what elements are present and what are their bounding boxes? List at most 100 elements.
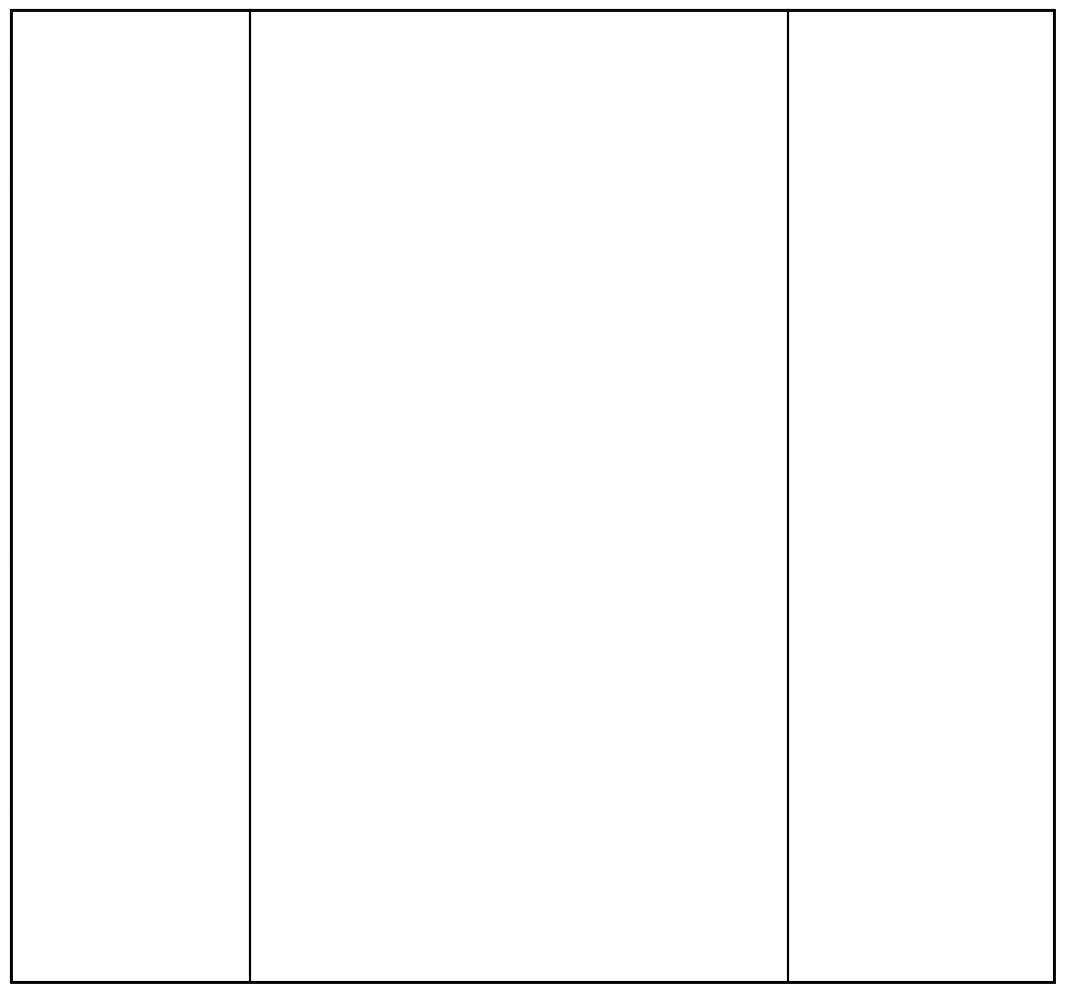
Text: BERRIASIAN: BERRIASIAN [133,408,195,418]
Text: OXFORDIAN: OXFORDIAN [132,482,196,492]
Polygon shape [788,870,895,982]
Text: NORIAN: NORIAN [143,772,185,781]
Text: EURYDICE: EURYDICE [789,635,840,645]
Text: NEOG.: NEOG. [59,47,66,72]
Text: TURONIAN: TURONIAN [137,240,191,250]
Bar [11,10,250,64]
Circle shape [496,265,508,276]
Text: PLIOCENE: PLIOCENE [138,44,190,54]
Text: Naskapi Mbr: Naskapi Mbr [838,249,887,257]
Text: esperanto beds: esperanto beds [863,50,933,60]
Text: oil pool: oil pool [545,694,581,704]
Circle shape [495,194,510,208]
Text: KIMMERIDGIAN: KIMMERIDGIAN [121,456,207,466]
Text: *: * [807,421,812,431]
Bar [11,64,250,982]
Text: CALLOVIAN: CALLOVIAN [133,509,195,519]
Text: Petrei Mbr: Petrei Mbr [838,213,887,223]
Text: ?: ? [1009,494,1015,505]
Text: BAJOCIAN: BAJOCIAN [137,565,191,575]
Text: M: M [59,537,70,549]
Circle shape [518,198,529,209]
Text: AALENIAN: AALENIAN [144,588,184,597]
Circle shape [453,692,468,706]
Text: *: * [802,348,806,358]
Text: FM: FM [802,438,817,446]
Text: MOHAWK FM: MOHAWK FM [793,417,798,456]
Text: CAMPANIAN: CAMPANIAN [134,193,194,203]
Text: JURASSIC: JURASSIC [23,650,38,721]
Text: MAASTRICHTIAN: MAASTRICHTIAN [122,179,206,188]
Text: manhasset beds: manhasset beds [863,89,936,99]
Text: *: * [802,334,806,344]
Text: E: E [61,654,68,666]
Circle shape [486,281,497,292]
Bar [11,10,250,982]
Text: MAC: MAC [798,431,821,438]
Text: VERRILL CANYON FM: VERRILL CANYON FM [1037,307,1046,396]
Text: SCOTIAN BASIN: SCOTIAN BASIN [850,25,993,40]
Text: DAWSON CANYON: DAWSON CANYON [863,197,980,209]
Text: PALEOGENE: PALEOGENE [60,113,67,163]
Text: 'O' Mkr: 'O' Mkr [838,332,866,340]
Text: CONIACIAN: CONIACIAN [135,223,193,233]
Text: LOGAN: LOGAN [815,240,849,248]
Polygon shape [250,48,788,99]
Text: L: L [61,221,68,233]
Text: TERTIARY: TERTIARY [23,61,38,133]
Circle shape [454,713,465,724]
Bar [788,10,1054,982]
Text: E: E [61,345,68,357]
Text: Sabre Mbr: Sabre Mbr [842,239,883,247]
Text: MIC: MIC [800,423,819,431]
Text: BATHONIAN: BATHONIAN [132,537,196,547]
Text: land: land [1013,249,1028,257]
Text: SANTONIAN: SANTONIAN [134,208,194,218]
Text: SINEMURIAN: SINEMURIAN [128,679,200,687]
Text: CANYON: CANYON [815,247,856,255]
Text: ALBIAN: ALBIAN [144,287,184,297]
Text: SCYTHIAN: SCYTHIAN [136,958,192,968]
Text: E: E [61,957,68,969]
Text: HETTANGIAN: HETTANGIAN [128,712,200,721]
Text: FM: FM [807,647,822,657]
Text: L: L [61,455,68,467]
Text: BANQUEREAU: BANQUEREAU [801,64,809,130]
Text: CENOMANIAN: CENOMANIAN [129,261,199,271]
Bar [788,64,1054,982]
Text: *: * [801,244,807,254]
Text: TITHONIAN: TITHONIAN [135,432,193,441]
Circle shape [463,261,478,275]
Text: Sh.: Sh. [1015,255,1026,263]
Text: TOARCIAN: TOARCIAN [136,612,192,621]
Text: WYANDOT FM: WYANDOT FM [879,193,964,203]
Bar [250,10,788,982]
Text: ?: ? [917,926,925,939]
Text: MIOCENE: MIOCENE [138,74,190,84]
Text: CRETACEOUS: CRETACEOUS [23,320,38,424]
Text: ARGO FM: ARGO FM [836,610,889,620]
Text: Misaine Mbr: Misaine Mbr [836,437,885,445]
Text: L: L [61,794,68,806]
Text: MISSISAUGA FM: MISSISAUGA FM [871,356,971,366]
Text: Scatarie Mbr: Scatarie Mbr [835,445,886,453]
Circle shape [539,456,551,467]
Text: Mbr.: Mbr. [840,428,859,435]
Text: EOCENE: EOCENE [142,133,186,143]
Text: * maskonomat beds: * maskonomat beds [815,183,898,190]
Text: PENOBSCOT: PENOBSCOT [487,74,552,84]
Text: FM: FM [816,98,824,116]
Polygon shape [980,850,1054,982]
Circle shape [518,332,529,343]
Text: PALEOCENE: PALEOCENE [132,159,196,169]
Bar [250,10,788,64]
Text: ABENAK FM: ABENAK FM [826,419,831,454]
Text: OLIGOCENE: OLIGOCENE [132,107,196,117]
Text: NW: NW [261,72,284,86]
Text: APTIAN: APTIAN [146,312,182,322]
Text: BARREMIAN: BARREMIAN [134,336,194,346]
Text: M: M [59,899,70,911]
Text: FM: FM [804,212,825,224]
Text: VALANGINIAN: VALANGINIAN [129,384,199,394]
Text: ANISIAN: ANISIAN [142,920,186,930]
